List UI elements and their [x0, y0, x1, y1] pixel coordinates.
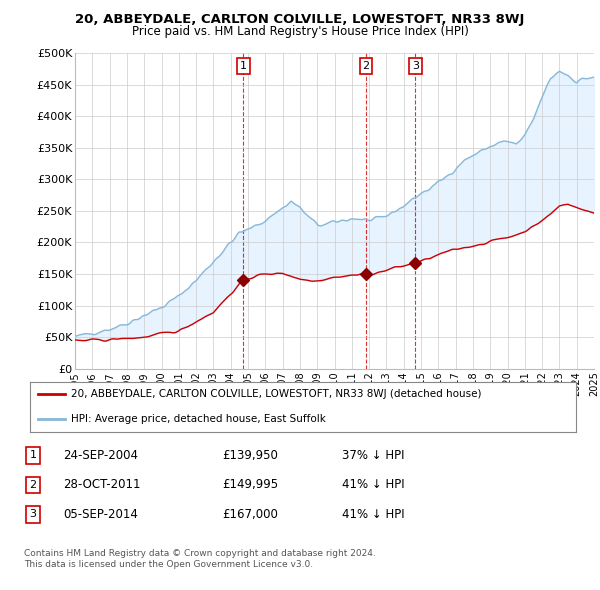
- Text: 1: 1: [29, 451, 37, 460]
- Text: This data is licensed under the Open Government Licence v3.0.: This data is licensed under the Open Gov…: [24, 560, 313, 569]
- Text: 3: 3: [29, 510, 37, 519]
- Text: £167,000: £167,000: [222, 508, 278, 521]
- Text: 20, ABBEYDALE, CARLTON COLVILLE, LOWESTOFT, NR33 8WJ (detached house): 20, ABBEYDALE, CARLTON COLVILLE, LOWESTO…: [71, 389, 481, 399]
- Text: 28-OCT-2011: 28-OCT-2011: [63, 478, 140, 491]
- Text: Price paid vs. HM Land Registry's House Price Index (HPI): Price paid vs. HM Land Registry's House …: [131, 25, 469, 38]
- Text: £139,950: £139,950: [222, 449, 278, 462]
- Text: £149,995: £149,995: [222, 478, 278, 491]
- Text: Contains HM Land Registry data © Crown copyright and database right 2024.: Contains HM Land Registry data © Crown c…: [24, 549, 376, 558]
- Text: 24-SEP-2004: 24-SEP-2004: [63, 449, 138, 462]
- Text: 3: 3: [412, 61, 419, 71]
- Text: 2: 2: [29, 480, 37, 490]
- Text: 1: 1: [240, 61, 247, 71]
- Text: 41% ↓ HPI: 41% ↓ HPI: [342, 478, 404, 491]
- Text: 41% ↓ HPI: 41% ↓ HPI: [342, 508, 404, 521]
- Text: 05-SEP-2014: 05-SEP-2014: [63, 508, 138, 521]
- Text: HPI: Average price, detached house, East Suffolk: HPI: Average price, detached house, East…: [71, 414, 326, 424]
- Text: 2: 2: [362, 61, 370, 71]
- Text: 20, ABBEYDALE, CARLTON COLVILLE, LOWESTOFT, NR33 8WJ: 20, ABBEYDALE, CARLTON COLVILLE, LOWESTO…: [76, 13, 524, 26]
- Text: 37% ↓ HPI: 37% ↓ HPI: [342, 449, 404, 462]
